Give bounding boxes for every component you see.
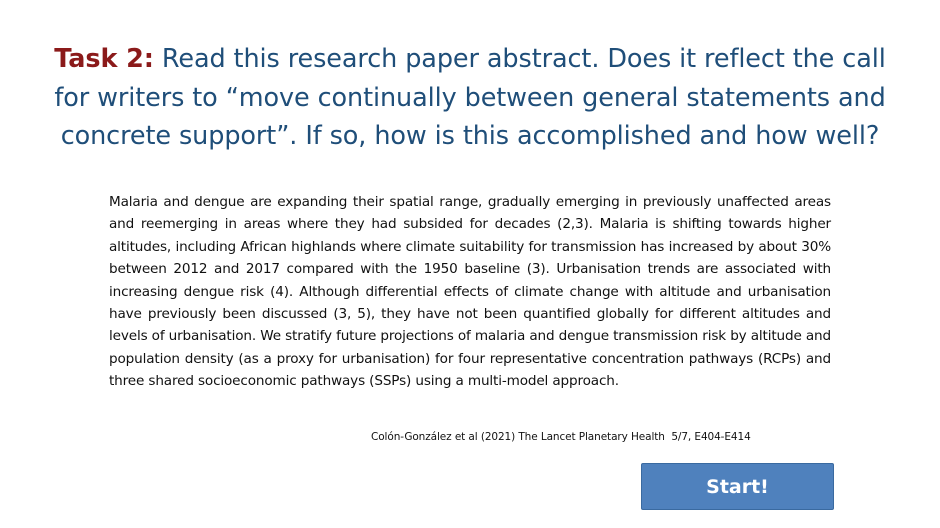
citation-text: Colón-González et al (2021) The Lancet P… xyxy=(371,431,751,443)
abstract-paragraph: Malaria and dengue are expanding their s… xyxy=(109,194,831,390)
start-button[interactable]: Start! xyxy=(641,463,834,510)
task-label: Task 2: xyxy=(54,44,154,74)
start-button-label: Start! xyxy=(706,475,769,498)
task-prompt-heading: Task 2: Read this research paper abstrac… xyxy=(40,40,900,156)
task-prompt-text: Read this research paper abstract. Does … xyxy=(54,44,886,151)
